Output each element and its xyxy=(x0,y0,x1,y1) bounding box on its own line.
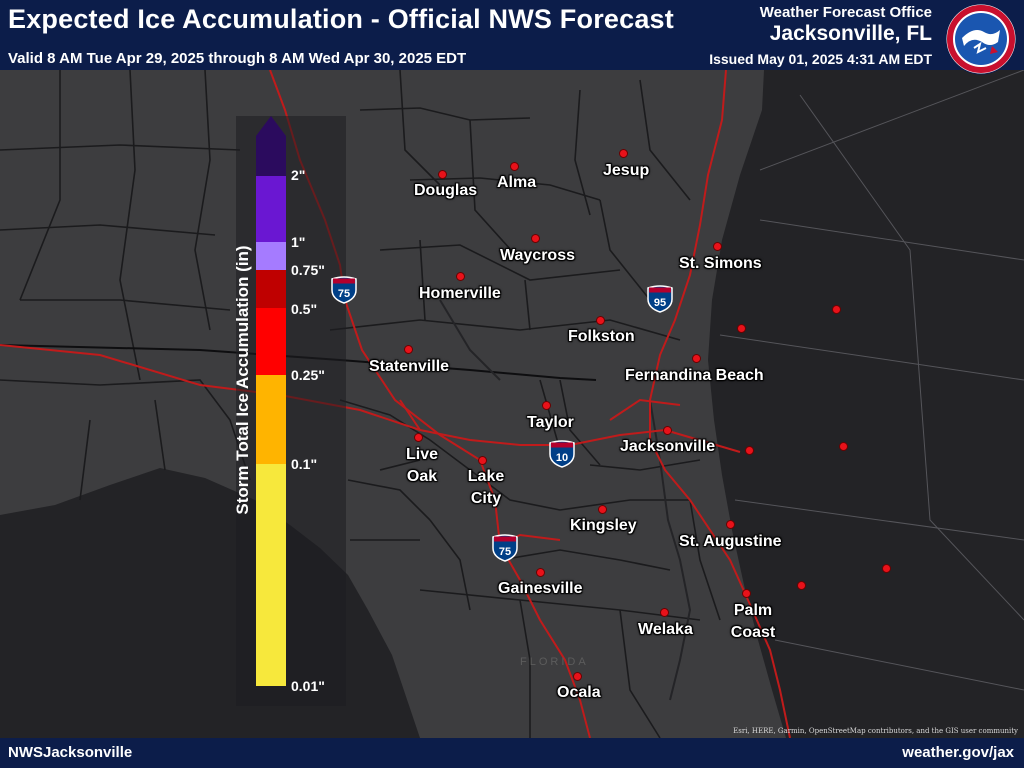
city-label-alma: Alma xyxy=(497,174,537,191)
city-label-jacksonville: Jacksonville xyxy=(620,438,716,455)
city-dot-lake-city xyxy=(478,456,487,465)
marine-point-dot xyxy=(839,442,848,451)
issued-time: Issued May 01, 2025 4:31 AM EDT xyxy=(709,51,932,67)
legend-swatch-05-075in xyxy=(256,270,286,308)
city-label-welaka: Welaka xyxy=(638,621,693,638)
office-name: Jacksonville, FL xyxy=(769,22,932,45)
city-dot-fernandina-beach xyxy=(692,354,701,363)
city-label-live-oak: Live Oak xyxy=(405,446,438,485)
legend-swatch-01-025in xyxy=(256,375,286,464)
city-label-taylor: Taylor xyxy=(527,414,574,431)
page-title: Expected Ice Accumulation - Official NWS… xyxy=(8,4,674,34)
shield-number: 95 xyxy=(654,297,666,309)
city-dot-jesup xyxy=(619,149,628,158)
city-label-jesup: Jesup xyxy=(603,162,650,179)
valid-period: Valid 8 AM Tue Apr 29, 2025 through 8 AM… xyxy=(8,50,467,67)
city-dot-live-oak xyxy=(414,433,423,442)
city-dot-kingsley xyxy=(598,505,607,514)
offshore-zone-lines xyxy=(719,69,1024,691)
city-label-douglas: Douglas xyxy=(414,182,478,199)
city-dot-taylor xyxy=(542,401,551,410)
city-label-gainesville: Gainesville xyxy=(498,580,583,597)
nws-logo-icon xyxy=(945,3,1017,75)
city-label-homerville: Homerville xyxy=(419,285,501,302)
legend-swatch-001-01in xyxy=(256,464,286,686)
city-dot-welaka xyxy=(660,608,669,617)
city-dot-statenville xyxy=(404,345,413,354)
city-label-ocala: Ocala xyxy=(557,684,601,701)
city-dot-folkston xyxy=(596,316,605,325)
city-dot-jacksonville xyxy=(663,426,672,435)
legend-tick-2in: 2" xyxy=(291,167,306,183)
legend-swatch-1-2in xyxy=(256,176,286,242)
city-dot-ocala xyxy=(573,672,582,681)
city-dot-homerville xyxy=(456,272,465,281)
legend-tick-05in: 0.5" xyxy=(291,301,318,317)
footer-banner: NWSJacksonville weather.gov/jax xyxy=(0,738,1024,768)
legend-swatch-075-1in xyxy=(256,242,286,270)
city-dot-st-augustine xyxy=(726,520,735,529)
county-lines xyxy=(0,69,721,739)
marine-point-dot xyxy=(882,564,891,573)
header-banner: Expected Ice Accumulation - Official NWS… xyxy=(0,0,1024,75)
marine-point-dot xyxy=(737,324,746,333)
marine-point-dot xyxy=(832,305,841,314)
interstate-shield-95: 95 xyxy=(647,285,673,313)
footer-website: weather.gov/jax xyxy=(902,744,1014,761)
city-label-lake-city: Lake City xyxy=(467,468,505,507)
city-dot-gainesville xyxy=(536,568,545,577)
legend-swatch-above-2in xyxy=(256,136,286,176)
legend-panel xyxy=(236,116,346,706)
legend-tick-075in: 0.75" xyxy=(291,262,325,278)
city-label-statenville: Statenville xyxy=(369,358,450,375)
city-label-kingsley: Kingsley xyxy=(570,517,637,534)
legend-swatch-025-05in xyxy=(256,308,286,375)
city-label-fernandina-beach: Fernandina Beach xyxy=(625,367,764,384)
legend-tick-1in: 1" xyxy=(291,234,306,250)
shield-number: 75 xyxy=(499,546,511,558)
city-label-palm-coast: Palm Coast xyxy=(730,602,776,641)
footer-social-handle: NWSJacksonville xyxy=(8,744,133,761)
legend-tick-001in: 0.01" xyxy=(291,678,325,694)
interstate-shield-75-north: 75 xyxy=(331,276,357,304)
legend-arrow xyxy=(256,116,286,136)
state-boundary xyxy=(0,344,597,381)
interstate-shield-10: 10 xyxy=(549,440,575,468)
shield-number: 75 xyxy=(338,288,350,300)
city-label-st-simons: St. Simons xyxy=(679,255,762,272)
city-dot-alma xyxy=(510,162,519,171)
office-label: Weather Forecast Office xyxy=(759,4,932,21)
city-dot-st-simons xyxy=(713,242,722,251)
interstate-shield-75-south: 75 xyxy=(492,534,518,562)
city-dot-waycross xyxy=(531,234,540,243)
state-label: FLORIDA xyxy=(520,656,589,668)
city-label-waycross: Waycross xyxy=(500,247,575,264)
legend-tick-01in: 0.1" xyxy=(291,456,318,472)
shield-number: 10 xyxy=(556,452,568,464)
city-label-st-augustine: St. Augustine xyxy=(679,533,782,550)
map-attribution: Esri, HERE, Garmin, OpenStreetMap contri… xyxy=(733,727,1018,735)
marine-point-dot xyxy=(745,446,754,455)
marine-point-dot xyxy=(797,581,806,590)
city-dot-palm-coast xyxy=(742,589,751,598)
city-label-folkston: Folkston xyxy=(568,328,635,345)
legend-title: Storm Total Ice Accumulation (in) xyxy=(233,245,252,515)
city-dot-douglas xyxy=(438,170,447,179)
legend-tick-025in: 0.25" xyxy=(291,367,325,383)
